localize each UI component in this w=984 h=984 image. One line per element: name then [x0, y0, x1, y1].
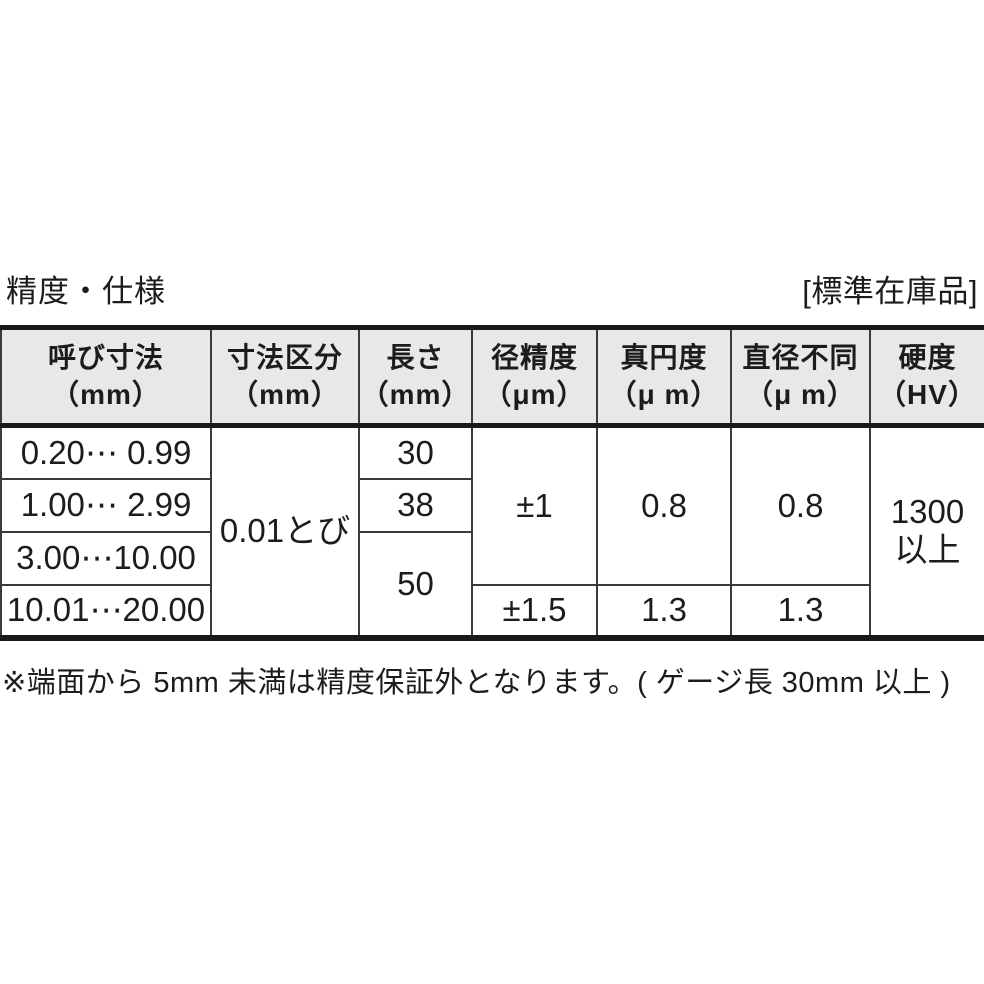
col-header-nominal-size: 呼び寸法 （mm） — [0, 327, 212, 428]
title-row: 精度・仕様 [標準在庫品] — [6, 272, 978, 312]
cell-diameter-accuracy-1: ±1 — [471, 424, 598, 586]
footnote: ※端面から 5mm 未満は精度保証外となります。( ゲージ長 30mm 以上 ) — [2, 667, 951, 699]
cell-hardness: 1300 以上 — [869, 424, 984, 639]
cell-diameter-accuracy-2: ±1.5 — [471, 583, 598, 639]
cell-nominal-range-3: 3.00⋯10.00 — [0, 530, 212, 586]
spec-table: 呼び寸法 （mm） 寸法区分 （mm） 長さ （mm） 径精度 （μm） 真円度 — [0, 325, 984, 641]
cell-length-30: 30 — [358, 424, 473, 480]
cell-roundness-1: 0.8 — [596, 424, 732, 586]
table-row: 10.01⋯20.00 ±1.5 1.3 1.3 — [0, 583, 984, 639]
cell-nominal-range-4: 10.01⋯20.00 — [0, 583, 212, 639]
page-title: 精度・仕様 — [6, 274, 166, 309]
header-unit: （mm） — [230, 378, 340, 410]
cell-diameter-variation-2: 1.3 — [730, 583, 871, 639]
col-header-roundness: 真円度 （μ m） — [596, 327, 732, 428]
header-unit: （μ m） — [608, 378, 720, 410]
cell-nominal-range-1: 0.20⋯ 0.99 — [0, 424, 212, 480]
table-row: 1.00⋯ 2.99 38 — [0, 477, 984, 533]
col-header-diameter-variation: 直径不同 （μ m） — [730, 327, 871, 428]
header-unit: （HV） — [878, 378, 977, 410]
cell-diameter-variation-1: 0.8 — [730, 424, 871, 586]
cell-length-50: 50 — [358, 530, 473, 639]
header-label: 寸法区分 — [226, 341, 343, 373]
header-label: 径精度 — [490, 341, 578, 373]
header-label: 真円度 — [620, 341, 708, 373]
header-unit: （μ m） — [745, 378, 856, 410]
stock-status-label: [標準在庫品] — [802, 274, 978, 309]
col-header-length: 長さ （mm） — [358, 327, 473, 428]
hardness-qualifier: 以上 — [894, 531, 961, 569]
header-label: 硬度 — [898, 341, 957, 373]
header-label: 呼び寸法 — [47, 341, 164, 373]
header-row: 呼び寸法 （mm） 寸法区分 （mm） 長さ （mm） 径精度 （μm） 真円度 — [0, 327, 984, 428]
header-unit: （μm） — [483, 378, 586, 410]
header-label: 直径不同 — [742, 341, 859, 373]
hardness-value: 1300 — [890, 493, 965, 531]
cell-length-38: 38 — [358, 477, 473, 533]
cell-size-division: 0.01とび — [210, 424, 360, 639]
col-header-diameter-accuracy: 径精度 （μm） — [471, 327, 598, 428]
table-row: 0.20⋯ 0.99 0.01とび 30 ±1 0.8 0.8 1300 以上 — [0, 424, 984, 639]
cell-roundness-2: 1.3 — [596, 583, 732, 639]
col-header-size-division: 寸法区分 （mm） — [210, 327, 360, 428]
header-unit: （mm） — [51, 378, 161, 410]
cell-nominal-range-2: 1.00⋯ 2.99 — [0, 477, 212, 533]
table-row: 3.00⋯10.00 50 — [0, 530, 984, 639]
header-label: 長さ — [386, 341, 445, 373]
col-header-hardness: 硬度 （HV） — [869, 327, 984, 428]
header-unit: （mm） — [360, 378, 471, 410]
